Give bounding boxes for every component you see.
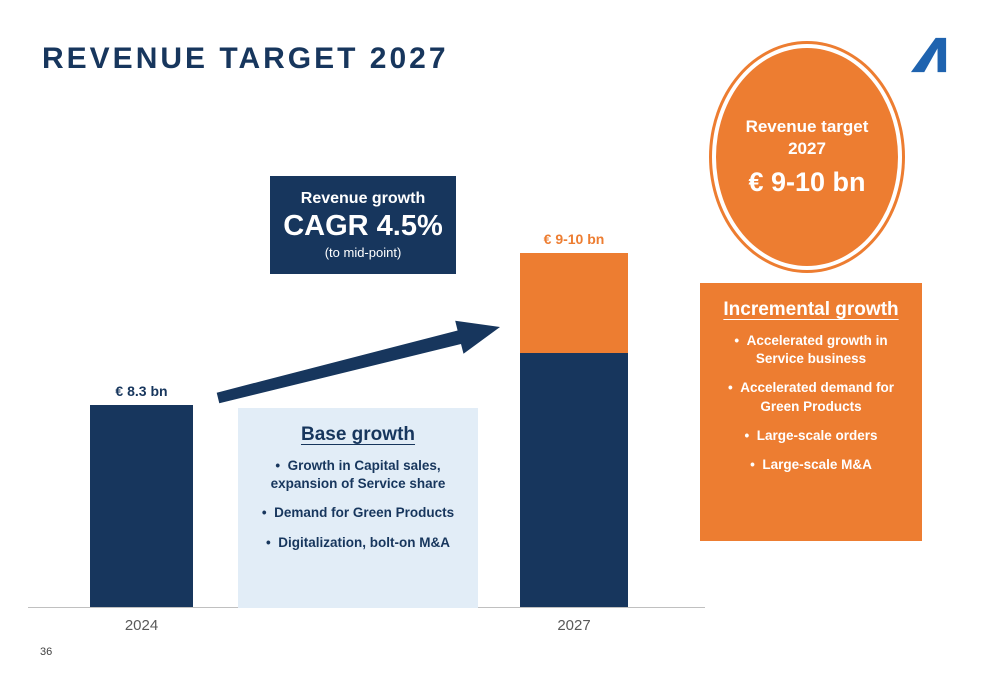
bullet-item: Accelerated demand for Green Products [712, 379, 910, 415]
bullet-item: Demand for Green Products [250, 504, 466, 522]
growth-arrow-icon [216, 320, 500, 404]
badge-value: € 9-10 bn [748, 166, 866, 197]
cagr-note: (to mid-point) [324, 245, 402, 260]
base-growth-panel: Base growth Growth in Capital sales, exp… [238, 408, 478, 608]
base-growth-title: Base growth [300, 424, 416, 445]
page-title: REVENUE TARGET 2027 [42, 42, 449, 75]
badge-line2: 2027 [788, 138, 826, 158]
cagr-callout: Revenue growth CAGR 4.5% (to mid-point) [270, 176, 456, 274]
x-tick-2027: 2027 [557, 617, 591, 634]
incremental-growth-panel: Incremental growth Accelerated growth in… [700, 283, 922, 541]
bar-value-label-2024: € 8.3 bn [115, 383, 168, 399]
bullet-item: Accelerated growth in Service business [712, 332, 910, 368]
cagr-label: Revenue growth [300, 190, 426, 207]
base-growth-bullet-list: Growth in Capital sales, expansion of Se… [238, 457, 478, 552]
incremental-growth-title: Incremental growth [723, 299, 899, 320]
bar-2027-base-segment [520, 353, 628, 607]
badge-line1: Revenue target [745, 116, 869, 136]
bullet-item: Digitalization, bolt-on M&A [250, 534, 466, 552]
revenue-target-badge: Revenue target 2027 € 9-10 bn [712, 44, 902, 270]
bar-value-label-2027: € 9-10 bn [543, 231, 605, 247]
cagr-value: CAGR 4.5% [283, 210, 443, 242]
bullet-item: Large-scale orders [712, 427, 910, 445]
page-number: 36 [40, 646, 53, 658]
bullet-item: Large-scale M&A [712, 456, 910, 474]
bar-2027-incremental-segment [520, 253, 628, 353]
x-tick-2024: 2024 [124, 617, 159, 634]
bar-2024-base [90, 405, 193, 607]
bullet-item: Growth in Capital sales, expansion of Se… [250, 457, 466, 493]
incremental-growth-bullet-list: Accelerated growth in Service business A… [700, 332, 922, 474]
company-logo-icon [910, 36, 948, 74]
